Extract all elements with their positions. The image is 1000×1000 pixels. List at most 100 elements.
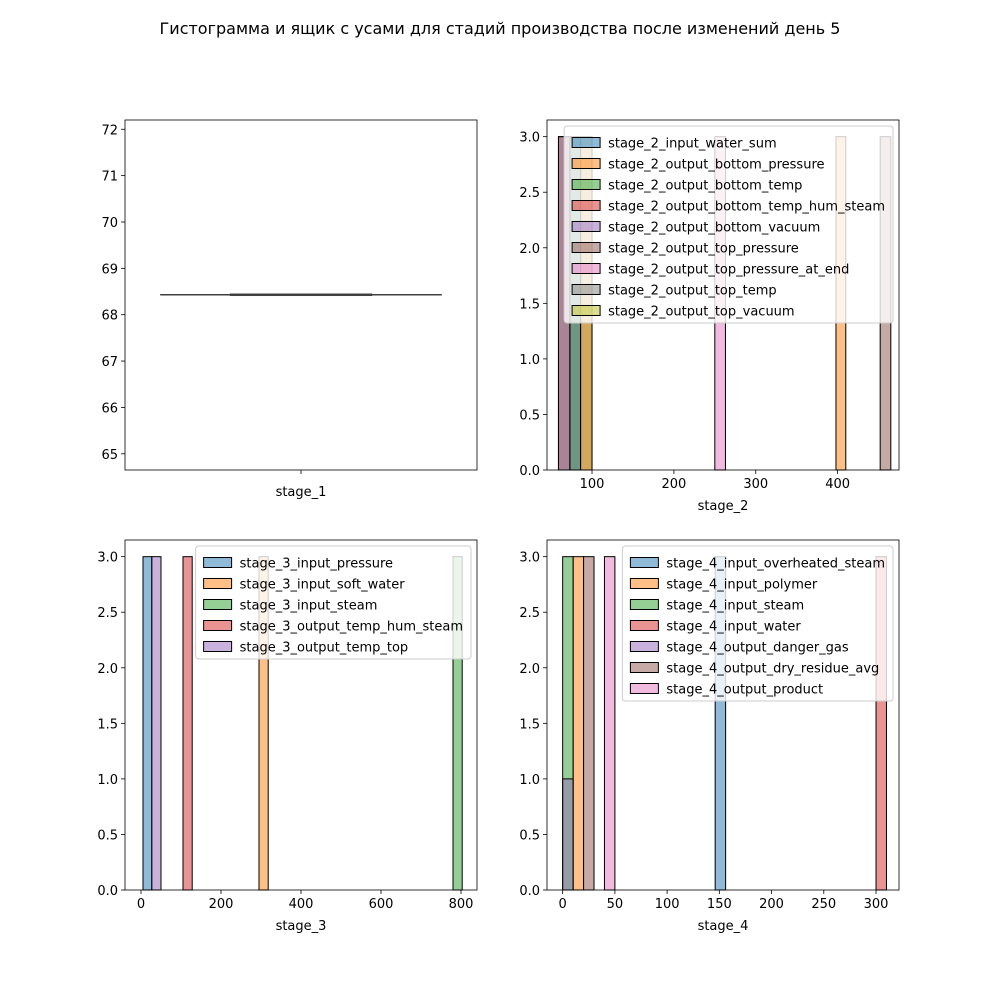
y-tick-label: 68 bbox=[101, 309, 118, 324]
x-tick-label: 200 bbox=[661, 477, 686, 492]
y-tick-label: 0.5 bbox=[519, 828, 540, 843]
legend-label: stage_2_output_bottom_pressure bbox=[608, 158, 824, 173]
legend-frame bbox=[621, 545, 894, 702]
histogram-bar bbox=[572, 556, 585, 891]
axes-frame bbox=[124, 119, 478, 471]
axes-frame bbox=[124, 539, 478, 891]
y-tick-label: 71 bbox=[101, 170, 118, 185]
legend-swatch bbox=[571, 179, 601, 190]
x-tick-label: 300 bbox=[743, 477, 768, 492]
y-tick-label: 65 bbox=[101, 448, 118, 463]
histogram-bar bbox=[583, 556, 595, 891]
x-tick-label: 400 bbox=[825, 477, 850, 492]
legend-label: stage_2_output_top_temp bbox=[608, 284, 777, 299]
x-tick-label: 50 bbox=[607, 897, 624, 912]
legend-swatch bbox=[203, 557, 233, 568]
legend-label: stage_3_input_pressure bbox=[240, 557, 393, 572]
y-tick-label: 0.0 bbox=[519, 884, 540, 899]
y-tick-label: 2.5 bbox=[97, 606, 118, 621]
y-tick-label: 0.0 bbox=[97, 884, 118, 899]
y-tick-label: 0.0 bbox=[519, 464, 540, 479]
y-tick-label: 2.5 bbox=[519, 606, 540, 621]
y-tick-label: 72 bbox=[101, 123, 118, 138]
histogram-bar bbox=[603, 556, 616, 891]
x-tick-label: 300 bbox=[864, 897, 889, 912]
y-tick-label: 2.0 bbox=[519, 662, 540, 677]
x-tick-label: 150 bbox=[707, 897, 732, 912]
x-tick-label: 200 bbox=[759, 897, 784, 912]
legend-label: stage_3_input_soft_water bbox=[240, 578, 406, 593]
axes-frame bbox=[546, 119, 900, 471]
x-tick-label: 0 bbox=[137, 897, 145, 912]
subplots: stage_1 65 66 67 68 69 70 71 72 100 200 300 400 stage… bbox=[97, 119, 900, 934]
legend-swatch bbox=[571, 242, 601, 253]
legend-label: stage_2_output_bottom_vacuum bbox=[608, 221, 820, 236]
legend-label: stage_2_output_top_vacuum bbox=[608, 305, 795, 320]
legend-swatch bbox=[571, 200, 601, 211]
histogram-bar bbox=[151, 556, 162, 891]
legend-swatch bbox=[629, 557, 659, 568]
y-tick-label: 1.5 bbox=[97, 717, 118, 732]
x-axis-label: stage_3 bbox=[276, 919, 327, 934]
legend-swatch bbox=[571, 221, 601, 232]
legend-swatch bbox=[629, 641, 659, 652]
legend-swatch bbox=[629, 683, 659, 694]
legend-label: stage_4_input_steam bbox=[666, 599, 804, 614]
y-tick-label: 1.0 bbox=[519, 353, 540, 368]
y-tick-label: 69 bbox=[101, 262, 118, 277]
y-tick-label: 2.0 bbox=[97, 662, 118, 677]
x-tick-label: 600 bbox=[369, 897, 394, 912]
legend-label: stage_2_output_bottom_temp_hum_steam bbox=[608, 200, 885, 215]
x-axis-label: stage_2 bbox=[698, 499, 749, 514]
x-axis-label: stage_4 bbox=[698, 919, 749, 934]
legend-label: stage_3_input_steam bbox=[240, 599, 378, 614]
subplot-4: 0 50 100 150 200 250 300 stage_4 0.0 0.5 1.0 1.5 2.0… bbox=[519, 539, 900, 934]
legend: stage_4_input_overheated_steam stage_4_in… bbox=[621, 545, 894, 702]
y-tick-label: 3.0 bbox=[519, 551, 540, 566]
y-tick-label: 3.0 bbox=[519, 131, 540, 146]
x-tick-label: 100 bbox=[655, 897, 680, 912]
legend-label: stage_4_output_dry_residue_avg bbox=[666, 662, 879, 677]
legend-swatch bbox=[571, 305, 601, 316]
y-tick-label: 66 bbox=[101, 401, 118, 416]
legend-swatch bbox=[203, 620, 233, 631]
legend-label: stage_2_input_water_sum bbox=[608, 137, 777, 152]
x-tick-label: 200 bbox=[209, 897, 234, 912]
histogram-bar bbox=[562, 778, 574, 891]
y-tick-label: 70 bbox=[101, 216, 118, 231]
y-tick-label: 2.0 bbox=[519, 242, 540, 257]
legend-swatch bbox=[629, 620, 659, 631]
legend-label: stage_2_output_top_pressure bbox=[608, 242, 799, 257]
y-tick-label: 1.0 bbox=[97, 773, 118, 788]
legend-swatch bbox=[629, 578, 659, 589]
legend-frame bbox=[563, 125, 894, 324]
y-tick-label: 3.0 bbox=[97, 551, 118, 566]
subplot-1: stage_1 65 66 67 68 69 70 71 72 bbox=[101, 119, 478, 500]
x-tick-label: 250 bbox=[811, 897, 836, 912]
legend-label: stage_4_output_product bbox=[666, 683, 823, 698]
histogram-bar bbox=[182, 556, 193, 891]
axes-frame bbox=[546, 539, 900, 891]
x-tick-label: 100 bbox=[580, 477, 605, 492]
y-tick-label: 2.5 bbox=[519, 186, 540, 201]
legend-label: stage_4_input_water bbox=[666, 620, 801, 635]
legend-swatch bbox=[203, 599, 233, 610]
subplot-3: 0 200 400 600 800 stage_3 0.0 0.5 1.0 1.5 2.0 2.5 3.… bbox=[97, 539, 478, 934]
legend-swatch bbox=[203, 578, 233, 589]
x-tick-label: 800 bbox=[449, 897, 474, 912]
legend-label: stage_2_output_top_pressure_at_end bbox=[608, 263, 849, 278]
x-axis-label: stage_1 bbox=[276, 485, 327, 500]
y-tick-label: 1.5 bbox=[519, 717, 540, 732]
legend-label: stage_3_output_temp_top bbox=[240, 641, 409, 656]
legend-swatch bbox=[571, 263, 601, 274]
legend-label: stage_4_input_polymer bbox=[666, 578, 817, 593]
y-tick-label: 67 bbox=[101, 355, 118, 370]
legend-swatch bbox=[571, 158, 601, 169]
subplot-2: 100 200 300 400 stage_2 0.0 0.5 1.0 1.5 2.0 2.5 3.0… bbox=[519, 119, 900, 514]
legend-label: stage_2_output_bottom_temp bbox=[608, 179, 802, 194]
legend-label: stage_4_input_overheated_steam bbox=[666, 557, 885, 572]
legend-swatch bbox=[203, 641, 233, 652]
legend-swatch bbox=[629, 599, 659, 610]
x-tick-label: 0 bbox=[559, 897, 567, 912]
